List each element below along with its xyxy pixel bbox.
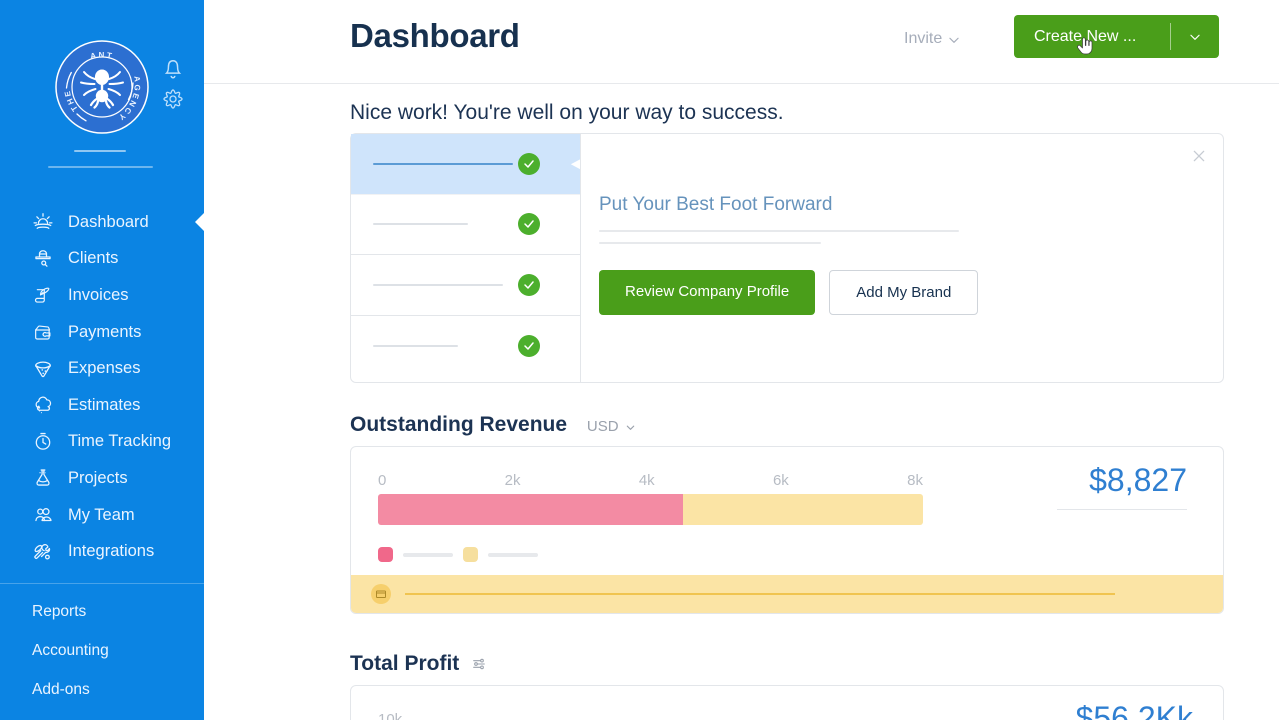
svg-text:ANT: ANT [89, 51, 114, 61]
